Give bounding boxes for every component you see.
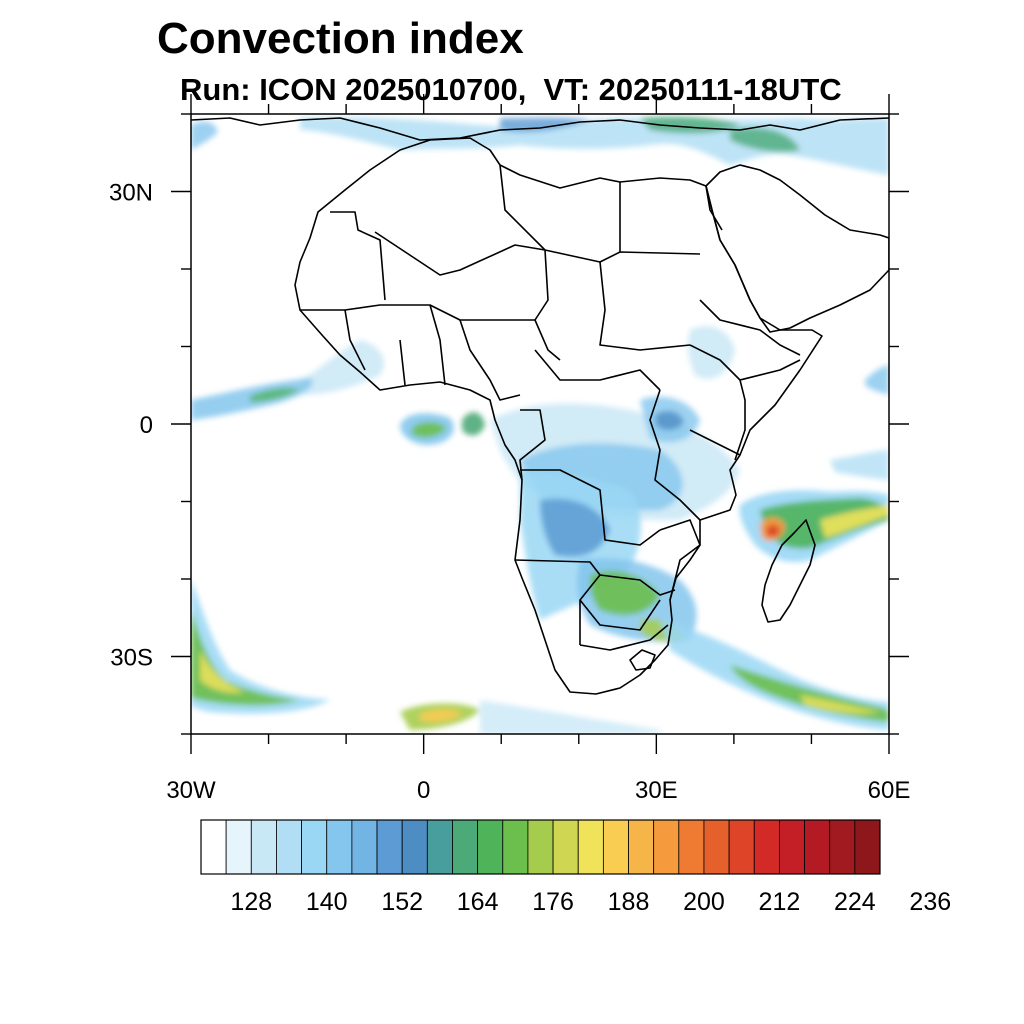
lon-tick-label: 30E [635, 777, 678, 804]
convection-field [191, 116, 889, 734]
field-region-indian-ocean [830, 450, 889, 480]
border-mali-algeria [374, 231, 546, 276]
colorbar-swatch [804, 819, 831, 875]
border-car [534, 349, 661, 391]
colorbar-swatch [477, 819, 504, 875]
africa-coastline [294, 137, 823, 695]
border-somalia [739, 359, 801, 381]
colorbar-label: 200 [683, 888, 725, 916]
chart-title: Convection index [157, 14, 524, 63]
colorbar-swatch [527, 819, 554, 875]
colorbar-swatch [276, 819, 302, 875]
colorbar-swatch [854, 819, 881, 875]
field-region-atlantic-band-core [250, 388, 300, 402]
arabia-coastline [705, 164, 889, 333]
border-botswana [579, 599, 661, 631]
colorbar-label: 128 [230, 888, 272, 916]
field-region-tristan-warm [420, 709, 462, 722]
colorbar-swatch [678, 819, 705, 875]
colorbar-swatch [779, 819, 805, 875]
europe-coastline [191, 117, 889, 141]
colorbar-label: 152 [381, 888, 423, 916]
field-region-sa-front-warm [800, 695, 880, 714]
colorbar-swatch [703, 819, 730, 875]
colorbar-swatch [225, 819, 252, 875]
colorbar-swatch [753, 819, 780, 875]
border-kenya-tz [689, 429, 741, 456]
colorbar-label: 176 [532, 888, 574, 916]
colorbar-swatch [401, 819, 428, 875]
colorbar-swatch [552, 819, 579, 875]
field-region-iberia-west [191, 121, 218, 150]
lon-tick-label: 0 [417, 777, 430, 804]
coastlines-and-borders [191, 117, 889, 695]
lon-tick-label: 30W [166, 777, 216, 804]
border-lesotho [629, 649, 656, 671]
field-region-angola-core [540, 498, 610, 557]
field-region-mediterranean [300, 117, 889, 175]
field-region-levant-core [730, 127, 800, 152]
colorbar-swatch [653, 819, 680, 875]
field-region-bioko-cell [462, 412, 485, 436]
field-region-cyclone-eye [766, 524, 780, 538]
colorbar-swatch [728, 819, 755, 875]
field-region-south-atlantic-warm [200, 650, 245, 693]
border-niger-libya [499, 164, 701, 263]
lat-tick-label: 30S [110, 645, 153, 672]
border-mozambique [659, 519, 701, 601]
border-drc-west [519, 409, 546, 481]
border-ethiopia [699, 299, 801, 356]
field-region-cape-band [480, 700, 660, 734]
colorbar-label: 224 [834, 888, 876, 916]
field-region-great-lakes-core [655, 410, 684, 430]
field-region-cyclone-warm [820, 505, 889, 538]
lat-tick-label: 0 [140, 412, 153, 439]
colorbar-swatch [326, 819, 353, 875]
colorbar-label: 188 [608, 888, 650, 916]
colorbar: 128 140 152 164 176 188 200 212 224 236 [200, 819, 951, 916]
border-drc-angola [520, 469, 661, 546]
colorbar-swatch [351, 819, 378, 875]
map-axes: 30N 0 30S 30W 0 30E 60E [109, 94, 910, 804]
lon-tick-label: 60E [868, 777, 911, 804]
colorbar-swatch [301, 819, 328, 875]
colorbar-frame [200, 819, 881, 875]
lat-tick-label: 30N [109, 180, 153, 207]
chart-subtitle: Run: ICON 2025010700, VT: 20250111-18UTC [180, 72, 842, 107]
border-west-africa-3 [399, 339, 406, 386]
border-sahara-west [330, 211, 386, 301]
border-west-africa-1 [300, 304, 535, 321]
field-region-guinea-cell-core [412, 422, 446, 438]
border-south-africa [579, 624, 669, 651]
colorbar-swatch [829, 819, 856, 875]
field-region-arabian-sea [865, 365, 889, 395]
colorbar-swatch [628, 819, 655, 875]
colorbar-swatch [452, 819, 479, 875]
colorbar-label: 212 [759, 888, 801, 916]
border-west-africa-2 [344, 309, 366, 371]
colorbar-swatch [502, 819, 529, 875]
border-zambia-zimbabwe [599, 574, 676, 596]
colorbar-label: 164 [457, 888, 499, 916]
colorbar-swatch [577, 819, 604, 875]
colorbar-label: 236 [909, 888, 951, 916]
colorbar-label: 140 [306, 888, 348, 916]
colorbar-swatch [426, 819, 453, 875]
border-sudan-chad [534, 249, 561, 361]
field-region-guinea-coast [300, 340, 384, 395]
colorbar-swatch [602, 819, 629, 875]
colorbar-swatch [200, 819, 227, 875]
border-west-africa-4 [429, 304, 446, 386]
border-drc-east [649, 389, 701, 521]
border-nigeria [459, 319, 521, 401]
border-sudan-ssudan [599, 261, 691, 351]
border-east-africa [689, 344, 746, 461]
colorbar-swatch [250, 819, 277, 875]
border-red-sea-lakes [705, 185, 723, 231]
field-region-south-atlantic [191, 580, 330, 714]
field-region-ethiopia [687, 326, 735, 379]
colorbar-swatch [376, 819, 403, 875]
madagascar-coastline [761, 519, 816, 623]
